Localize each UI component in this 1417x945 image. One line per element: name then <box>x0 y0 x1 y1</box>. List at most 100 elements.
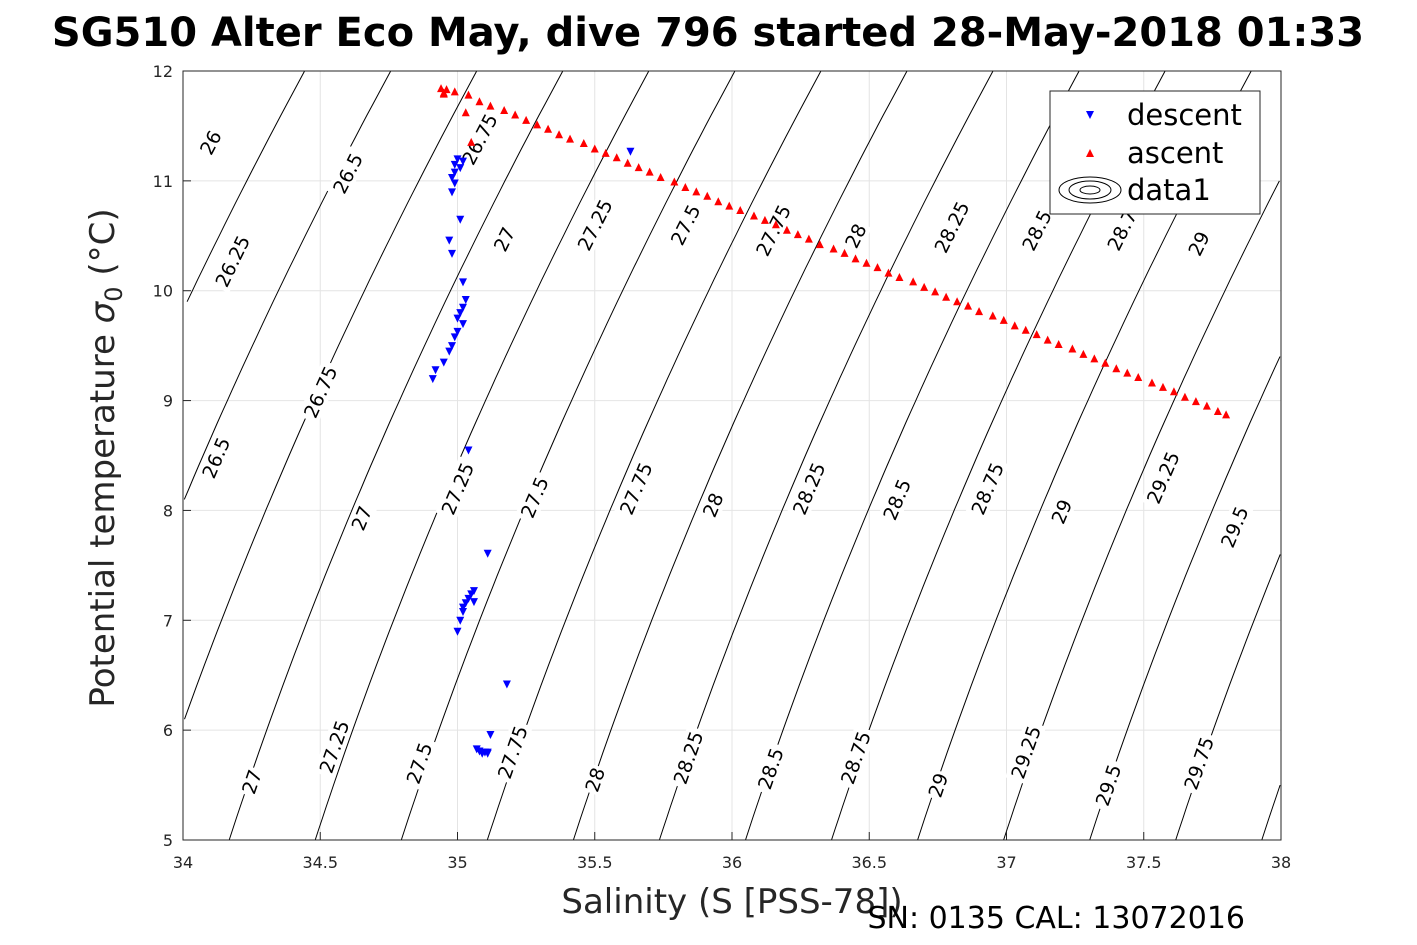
ascent-point <box>612 153 621 162</box>
ascent-point <box>645 167 654 176</box>
ascent-point <box>467 137 476 146</box>
contour-line <box>1089 356 1281 841</box>
contour-label-bg <box>326 145 369 201</box>
x-tick-label: 35 <box>447 853 467 872</box>
contour-label: 29.5 <box>1092 762 1126 809</box>
ascent-point <box>1222 410 1231 419</box>
contour-label-bg <box>455 107 504 172</box>
x-axis-label: Salinity (S [PSS-78]) <box>561 882 902 922</box>
contour-label-bg <box>1005 719 1047 785</box>
ascent-point <box>736 206 745 215</box>
y-tick-label: 5 <box>163 831 173 850</box>
y-axis-label-subscript: 0 <box>100 286 128 301</box>
ascent-point <box>851 254 860 263</box>
x-tick-label: 37.5 <box>1126 853 1162 872</box>
contour-label: 26.25 <box>211 232 255 291</box>
contour-label-bg <box>400 735 438 791</box>
ascent-point <box>1202 401 1211 410</box>
y-axis-label-symbol: σ <box>83 300 123 323</box>
ascent-point <box>656 173 665 182</box>
descent-point <box>453 155 462 164</box>
contour-label: 26.5 <box>198 434 235 482</box>
descent-point <box>502 680 511 689</box>
descent-point <box>456 215 465 224</box>
ascent-point <box>634 163 643 172</box>
descent-point <box>458 303 467 312</box>
y-axis-label-suffix: (°C) <box>83 208 123 286</box>
contour-label: 27.25 <box>438 460 480 519</box>
ascent-point <box>1054 340 1063 349</box>
contour-label: 28.25 <box>931 198 975 257</box>
descent-point <box>478 749 487 758</box>
ascent-point <box>544 124 553 133</box>
x-tick-label: 38 <box>1271 853 1291 872</box>
contour-label-bg <box>1089 757 1127 813</box>
contour-line <box>745 70 1080 841</box>
ascent-point <box>461 108 470 117</box>
y-tick-label: 6 <box>163 721 173 740</box>
contour-label-bg <box>1140 445 1186 510</box>
ascent-point <box>590 144 599 153</box>
contour-label-bg <box>579 762 610 797</box>
contour-label: 27.5 <box>517 474 554 522</box>
contour-label-bg <box>922 768 953 802</box>
contour-label: 28 <box>841 220 871 251</box>
contour-label-bg <box>488 221 521 257</box>
ascent-point <box>840 248 849 257</box>
descent-point <box>483 549 492 558</box>
ascent-point <box>760 215 769 224</box>
descent-point <box>448 174 457 183</box>
descent-point <box>448 342 457 351</box>
contour-label: 27.5 <box>667 201 706 249</box>
ascent-point <box>999 315 1008 324</box>
ascent-point <box>464 90 473 99</box>
descent-point <box>453 314 462 323</box>
contour-label-bg <box>297 359 343 425</box>
contour-label: 28.5 <box>879 476 916 524</box>
ascent-point <box>1101 358 1110 367</box>
contour-label-bg <box>1015 203 1058 258</box>
y-tick-label: 10 <box>153 282 173 301</box>
ascent-point <box>1032 330 1041 339</box>
contour-label-bg <box>697 487 729 523</box>
contour-label: 26.5 <box>329 150 368 198</box>
y-tick-label: 12 <box>153 62 173 81</box>
x-tick-labels: 34 34.5 35 35.5 36 36.5 37 37.5 38 <box>173 832 1291 872</box>
descent-point <box>450 160 459 169</box>
contour-label-bg <box>194 124 227 160</box>
descent-point <box>448 188 457 197</box>
legend-label-descent: descent <box>1127 98 1242 132</box>
contour-line <box>486 70 822 841</box>
legend-label-ascent: ascent <box>1127 136 1223 170</box>
x-tick-label: 36 <box>722 853 742 872</box>
ascent-point <box>931 287 940 296</box>
ascent-point <box>862 258 871 267</box>
x-tick-label: 34 <box>173 853 193 872</box>
legend-marker-ascent <box>1086 149 1094 157</box>
legend-label-data1: data1 <box>1127 173 1211 207</box>
descent-point <box>450 168 459 177</box>
contour-label: 26.75 <box>300 363 342 422</box>
ascent-point <box>681 182 690 191</box>
ascent-point <box>920 282 929 291</box>
ascent-point <box>439 89 448 98</box>
ascent-point <box>771 220 780 229</box>
contour-line <box>183 70 392 500</box>
contour-label: 28.25 <box>789 460 831 519</box>
legend-marker-descent <box>1086 111 1094 119</box>
contour-label-bg <box>876 472 917 527</box>
contour-line <box>314 70 650 841</box>
contour-label-bg <box>514 469 555 525</box>
contour-label: 28.5 <box>754 745 789 792</box>
ascent-point <box>964 301 973 310</box>
descent-point <box>483 749 492 758</box>
contour-label: 27.25 <box>316 718 355 777</box>
contour-line <box>1261 784 1281 841</box>
ascent-point <box>703 191 712 200</box>
ascent-point <box>1068 344 1077 353</box>
contour-label: 28.25 <box>670 729 709 788</box>
y-tick-label: 11 <box>153 172 173 191</box>
ascent-point <box>475 97 484 106</box>
contour-label: 27 <box>490 224 520 255</box>
ascent-point <box>1213 407 1222 416</box>
